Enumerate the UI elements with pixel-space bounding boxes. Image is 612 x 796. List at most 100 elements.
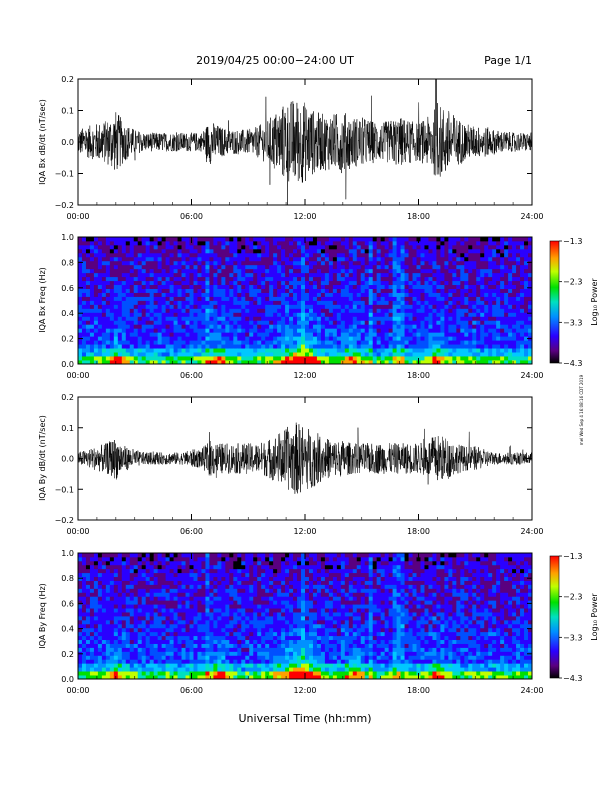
spectrogram-cell: [456, 285, 460, 289]
spectrogram-cell: [98, 569, 102, 573]
spectrogram-cell: [484, 308, 488, 312]
spectrogram-cell: [162, 671, 166, 675]
spectrogram-cell: [162, 616, 166, 620]
spectrogram-cell: [170, 585, 174, 589]
spectrogram-cell: [86, 588, 90, 592]
spectrogram-cell: [146, 352, 150, 356]
spectrogram-cell: [217, 324, 221, 328]
spectrogram-cell: [170, 612, 174, 616]
spectrogram-cell: [245, 336, 249, 340]
y-tick-label: 0.4: [61, 309, 74, 318]
spectrogram-cell: [285, 320, 289, 324]
spectrogram-cell: [166, 249, 170, 253]
spectrogram-cell: [524, 281, 528, 285]
spectrogram-cell: [110, 557, 114, 561]
spectrogram-cell: [472, 285, 476, 289]
spectrogram-cell: [325, 344, 329, 348]
spectrogram-cell: [146, 281, 150, 285]
spectrogram-cell: [401, 320, 405, 324]
spectrogram-cell: [480, 241, 484, 245]
spectrogram-cell: [190, 316, 194, 320]
spectrogram-cell: [190, 604, 194, 608]
spectrogram-cell: [158, 316, 162, 320]
spectrogram-cell: [349, 245, 353, 249]
spectrogram-cell: [500, 297, 504, 301]
spectrogram-cell: [166, 241, 170, 245]
spectrogram-cell: [110, 553, 114, 557]
spectrogram-cell: [162, 553, 166, 557]
spectrogram-cell: [102, 297, 106, 301]
spectrogram-cell: [186, 644, 190, 648]
spectrogram-cell: [78, 352, 82, 356]
spectrogram-cell: [389, 297, 393, 301]
spectrogram-cell: [472, 265, 476, 269]
spectrogram-cell: [285, 241, 289, 245]
spectrogram-cell: [301, 308, 305, 312]
spectrogram-cell: [193, 640, 197, 644]
spectrogram-cell: [197, 340, 201, 344]
spectrogram-cell: [158, 340, 162, 344]
spectrogram-cell: [106, 561, 110, 565]
spectrogram-cell: [178, 253, 182, 257]
spectrogram-cell: [468, 241, 472, 245]
spectrogram-cell: [333, 269, 337, 273]
spectrogram-cell: [417, 245, 421, 249]
spectrogram-cell: [122, 356, 126, 360]
spectrogram-cell: [98, 561, 102, 565]
spectrogram-cell: [301, 320, 305, 324]
spectrogram-cell: [154, 561, 158, 565]
spectrogram-cell: [456, 328, 460, 332]
spectrogram-cell: [174, 648, 178, 652]
spectrogram-cell: [94, 316, 98, 320]
spectrogram-cell: [389, 320, 393, 324]
spectrogram-cell: [484, 249, 488, 253]
spectrogram-cell: [110, 655, 114, 659]
spectrogram-cell: [237, 273, 241, 277]
spectrogram-cell: [317, 332, 321, 336]
spectrogram-cell: [285, 312, 289, 316]
spectrogram-cell: [285, 348, 289, 352]
spectrogram-cell: [178, 257, 182, 261]
spectrogram-cell: [253, 289, 257, 293]
spectrogram-cell: [182, 241, 186, 245]
spectrogram-cell: [186, 273, 190, 277]
spectrogram-cell: [201, 304, 205, 308]
spectrogram-cell: [130, 344, 134, 348]
spectrogram-cell: [178, 553, 182, 557]
spectrogram-cell: [385, 261, 389, 265]
spectrogram-cell: [186, 297, 190, 301]
spectrogram-cell: [436, 281, 440, 285]
spectrogram-cell: [317, 249, 321, 253]
spectrogram-cell: [381, 237, 385, 241]
spectrogram-cell: [373, 281, 377, 285]
spectrogram-cell: [341, 324, 345, 328]
spectrogram-cell: [357, 348, 361, 352]
spectrogram-cell: [269, 285, 273, 289]
spectrogram-cell: [98, 577, 102, 581]
spectrogram-cell: [106, 553, 110, 557]
spectrogram-cell: [460, 245, 464, 249]
spectrogram-cell: [118, 644, 122, 648]
spectrogram-cell: [504, 348, 508, 352]
spectrogram-cell: [401, 241, 405, 245]
spectrogram-cell: [249, 312, 253, 316]
spectrogram-cell: [357, 277, 361, 281]
spectrogram-cell: [393, 241, 397, 245]
spectrogram-cell: [265, 249, 269, 253]
spectrogram-cell: [249, 277, 253, 281]
spectrogram-cell: [130, 569, 134, 573]
spectrogram-cell: [154, 651, 158, 655]
spectrogram-cell: [424, 249, 428, 253]
spectrogram-cell: [209, 620, 213, 624]
spectrogram-cell: [146, 245, 150, 249]
spectrogram-cell: [118, 636, 122, 640]
spectrogram-cell: [413, 352, 417, 356]
spectrogram-cell: [389, 277, 393, 281]
spectrogram-cell: [245, 261, 249, 265]
spectrogram-cell: [197, 257, 201, 261]
spectrogram-cell: [456, 320, 460, 324]
spectrogram-cell: [365, 332, 369, 336]
spectrogram-cell: [361, 336, 365, 340]
spectrogram-cell: [413, 281, 417, 285]
spectrogram-cell: [213, 269, 217, 273]
